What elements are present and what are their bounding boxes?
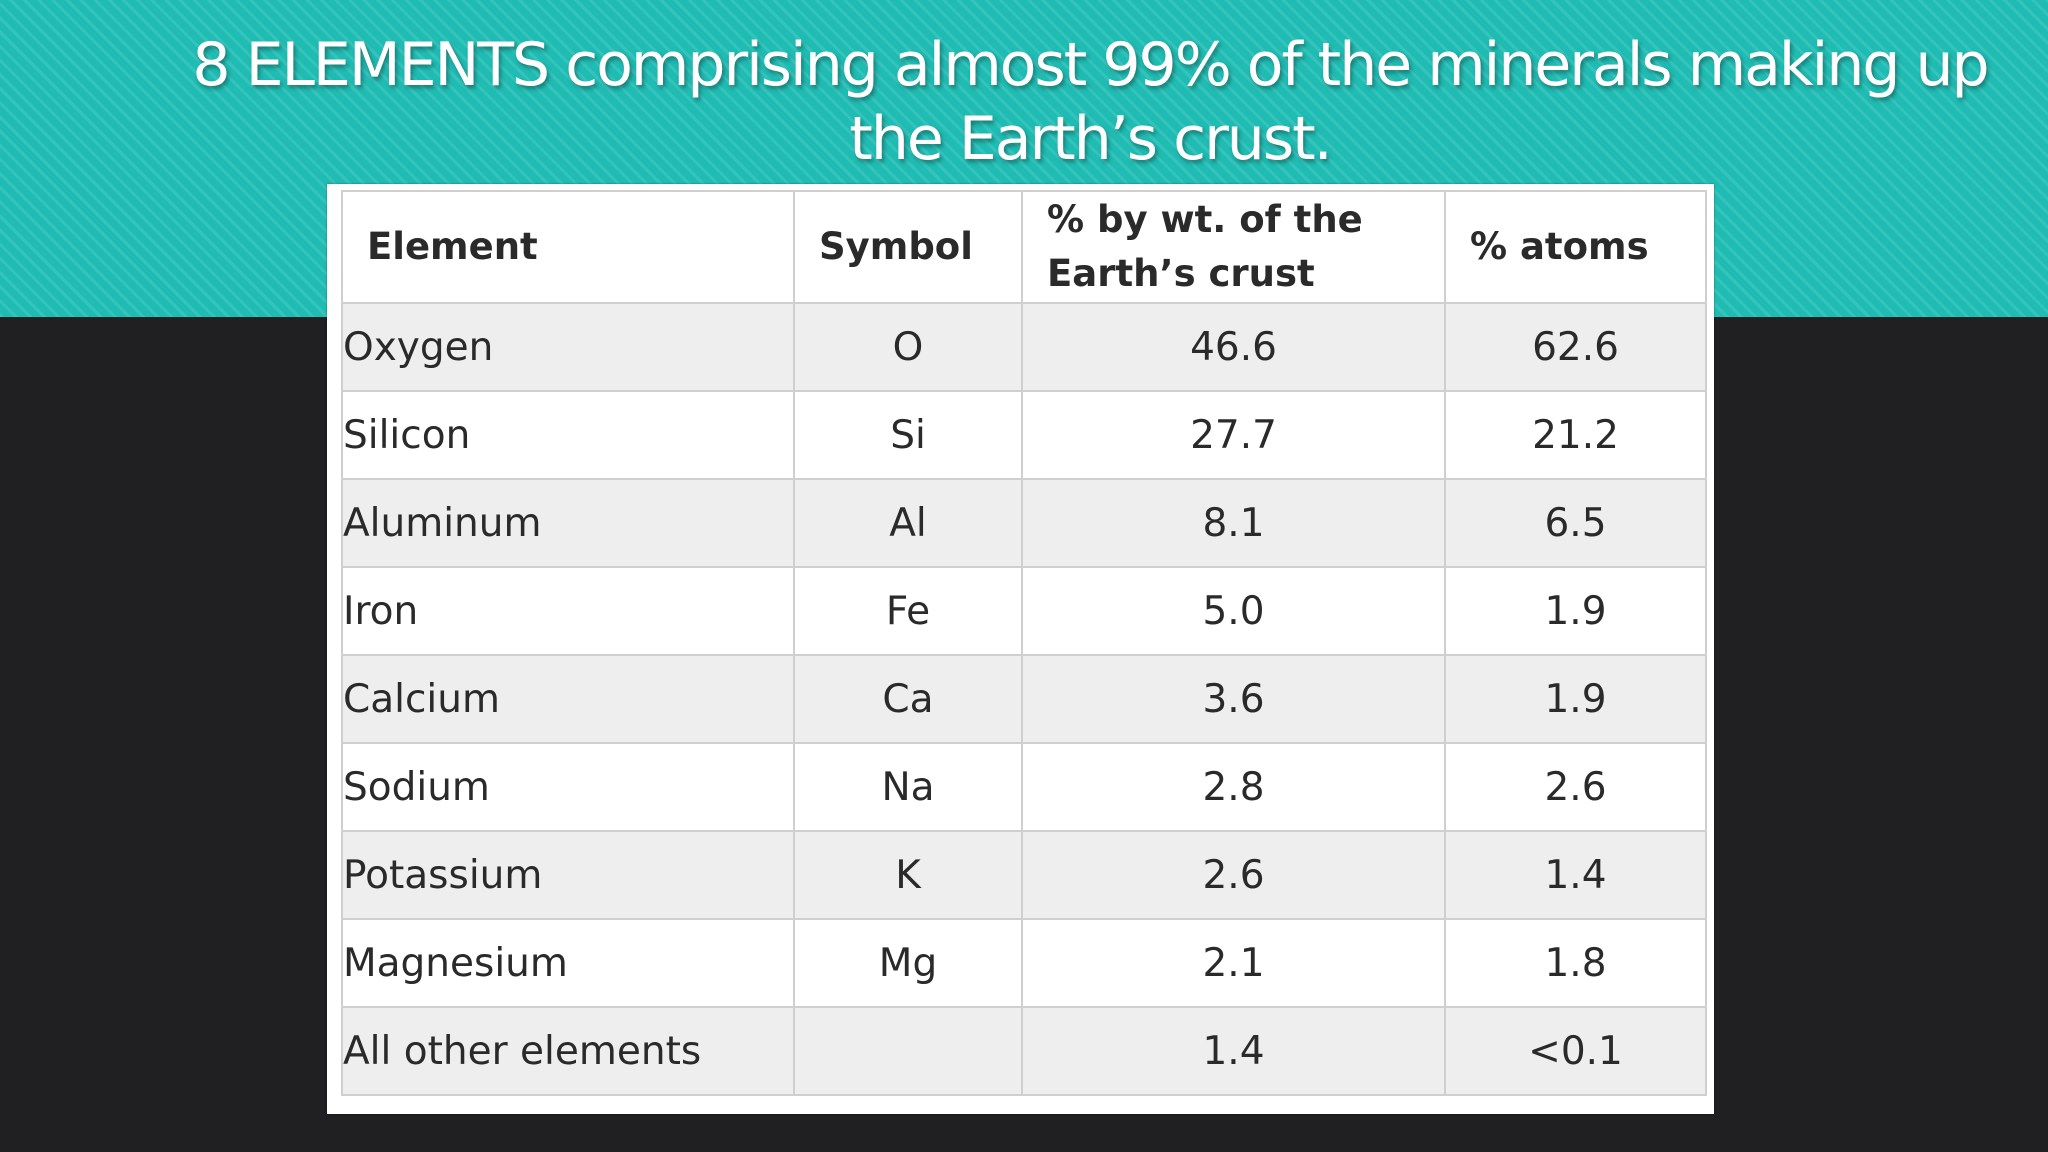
element-symbol: Fe xyxy=(793,566,1023,656)
percent-weight: 5.0 xyxy=(1021,566,1446,656)
table-row: Potassium K 2.6 1.4 xyxy=(341,830,1707,920)
table-row: Sodium Na 2.8 2.6 xyxy=(341,742,1707,832)
percent-atoms: <0.1 xyxy=(1444,1006,1707,1096)
element-name: Iron xyxy=(341,566,795,656)
header-element: Element xyxy=(341,190,795,304)
element-symbol: Ca xyxy=(793,654,1023,744)
element-name: All other elements xyxy=(341,1006,795,1096)
percent-atoms: 21.2 xyxy=(1444,390,1707,480)
percent-atoms: 1.8 xyxy=(1444,918,1707,1008)
elements-table: Element Symbol % by wt. of the Earth’s c… xyxy=(341,190,1707,1096)
percent-weight: 46.6 xyxy=(1021,302,1446,392)
percent-atoms: 1.4 xyxy=(1444,830,1707,920)
element-name: Sodium xyxy=(341,742,795,832)
element-symbol: Si xyxy=(793,390,1023,480)
table-row: Aluminum Al 8.1 6.5 xyxy=(341,478,1707,568)
element-name: Oxygen xyxy=(341,302,795,392)
element-name: Potassium xyxy=(341,830,795,920)
percent-weight: 2.8 xyxy=(1021,742,1446,832)
percent-weight: 1.4 xyxy=(1021,1006,1446,1096)
element-name: Silicon xyxy=(341,390,795,480)
percent-atoms: 62.6 xyxy=(1444,302,1707,392)
table-row: Iron Fe 5.0 1.9 xyxy=(341,566,1707,656)
element-symbol: Mg xyxy=(793,918,1023,1008)
element-symbol: O xyxy=(793,302,1023,392)
table-card: Element Symbol % by wt. of the Earth’s c… xyxy=(327,184,1714,1114)
table-row: Calcium Ca 3.6 1.9 xyxy=(341,654,1707,744)
element-symbol: Na xyxy=(793,742,1023,832)
element-name: Magnesium xyxy=(341,918,795,1008)
element-symbol: K xyxy=(793,830,1023,920)
percent-weight: 2.6 xyxy=(1021,830,1446,920)
header-percent-weight: % by wt. of the Earth’s crust xyxy=(1021,190,1446,304)
table-row: Oxygen O 46.6 62.6 xyxy=(341,302,1707,392)
percent-atoms: 2.6 xyxy=(1444,742,1707,832)
slide-title: 8 ELEMENTS comprising almost 99% of the … xyxy=(192,30,1989,174)
table-row: Silicon Si 27.7 21.2 xyxy=(341,390,1707,480)
table-row: Magnesium Mg 2.1 1.8 xyxy=(341,918,1707,1008)
percent-atoms: 1.9 xyxy=(1444,654,1707,744)
percent-weight: 2.1 xyxy=(1021,918,1446,1008)
header-percent-atoms: % atoms xyxy=(1444,190,1707,304)
percent-atoms: 6.5 xyxy=(1444,478,1707,568)
table-header-row: Element Symbol % by wt. of the Earth’s c… xyxy=(341,190,1707,304)
element-name: Aluminum xyxy=(341,478,795,568)
element-name: Calcium xyxy=(341,654,795,744)
element-symbol: Al xyxy=(793,478,1023,568)
header-symbol: Symbol xyxy=(793,190,1023,304)
element-symbol xyxy=(793,1006,1023,1096)
table-row: All other elements 1.4 <0.1 xyxy=(341,1006,1707,1096)
percent-weight: 27.7 xyxy=(1021,390,1446,480)
percent-weight: 3.6 xyxy=(1021,654,1446,744)
percent-atoms: 1.9 xyxy=(1444,566,1707,656)
percent-weight: 8.1 xyxy=(1021,478,1446,568)
